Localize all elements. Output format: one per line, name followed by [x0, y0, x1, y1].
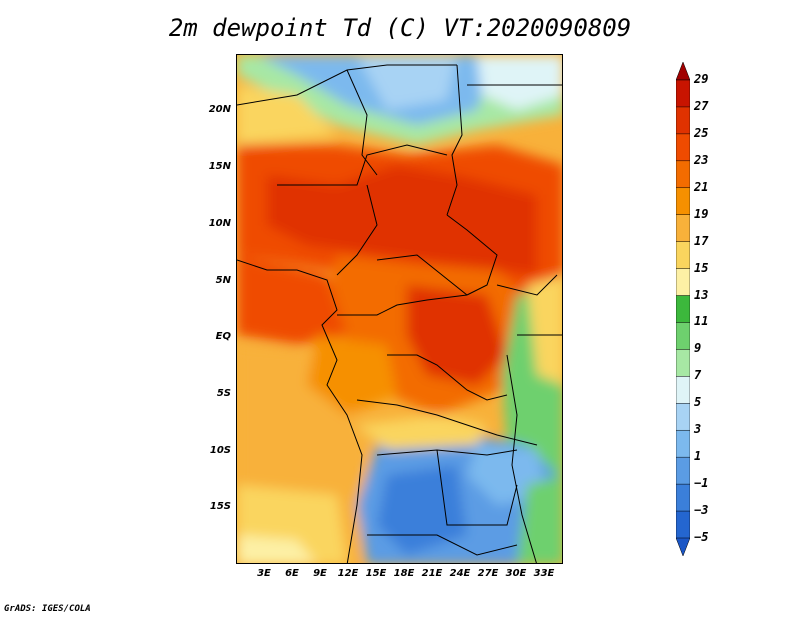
chart-title: 2m dewpoint Td (C) VT:2020090809 [168, 14, 632, 42]
colorbar [676, 62, 690, 556]
lon-label-1: 6E [285, 568, 299, 579]
colorbar-swatch-17 [676, 510, 690, 539]
colorbar-label-10: 9 [694, 341, 702, 356]
lon-label-9: 30E [505, 568, 527, 579]
lat-label-7: 15S [209, 501, 231, 512]
dewpoint-map [236, 54, 563, 564]
lat-label-0: 20N [208, 104, 231, 115]
colorbar-label-11: 7 [694, 368, 702, 383]
borders [237, 64, 562, 563]
lon-label-3: 12E [337, 568, 359, 579]
lon-label-2: 9E [313, 568, 327, 579]
lon-label-10: 33E [533, 568, 555, 579]
colorbar-label-3: 23 [694, 152, 709, 167]
lon-label-4: 15E [365, 568, 387, 579]
colorbar-swatch-8 [676, 268, 690, 297]
colorbar-label-9: 11 [694, 314, 709, 329]
colorbar-swatch-10 [676, 322, 690, 351]
colorbar-label-4: 21 [694, 179, 709, 194]
lon-label-6: 21E [421, 568, 443, 579]
colorbar-label-16: −3 [694, 503, 709, 518]
colorbar-label-13: 3 [694, 422, 702, 437]
colorbar-label-6: 17 [694, 233, 709, 248]
colorbar-swatch-15 [676, 456, 690, 485]
colorbar-swatch-7 [676, 241, 690, 270]
colorbar-swatch-18 [676, 537, 690, 556]
colorbar-swatch-14 [676, 429, 690, 458]
lat-label-6: 10S [209, 445, 231, 456]
colorbar-swatch-12 [676, 376, 690, 405]
colorbar-swatch-13 [676, 403, 690, 431]
lon-label-0: 3E [257, 568, 271, 579]
colorbar-label-0: 29 [694, 72, 709, 86]
colorbar-swatch-3 [676, 133, 690, 162]
colorbar-label-14: 1 [694, 449, 702, 464]
colorbar-label-12: 5 [694, 395, 702, 410]
colorbar-swatch-6 [676, 214, 690, 243]
lon-label-8: 27E [477, 568, 499, 579]
colorbar-label-2: 25 [694, 125, 709, 140]
colorbar-swatch-11 [676, 349, 690, 378]
colorbar-label-17: −5 [694, 530, 709, 544]
footer-credit: GrADS: IGES/COLA [4, 604, 91, 614]
colorbar-label-7: 15 [694, 260, 709, 275]
colorbar-swatch-16 [676, 483, 690, 512]
lon-label-5: 18E [393, 568, 415, 579]
lat-label-2: 10N [208, 218, 231, 229]
lat-label-1: 15N [208, 161, 231, 172]
colorbar-label-5: 19 [694, 206, 709, 221]
colorbar-label-8: 13 [694, 287, 709, 302]
colorbar-label-15: −1 [694, 476, 709, 491]
colorbar-swatch-5 [676, 187, 690, 216]
lat-label-5: 5S [216, 388, 231, 399]
colorbar-swatch-9 [676, 295, 690, 324]
colorbar-swatch-4 [676, 160, 690, 189]
lon-label-7: 24E [449, 568, 471, 579]
colorbar-label-1: 27 [694, 98, 709, 113]
colorbar-swatch-0 [676, 62, 690, 81]
lat-label-4: EQ [215, 331, 231, 342]
lat-label-3: 5N [215, 275, 231, 286]
colorbar-swatch-2 [676, 106, 690, 135]
colorbar-swatch-1 [676, 79, 690, 108]
